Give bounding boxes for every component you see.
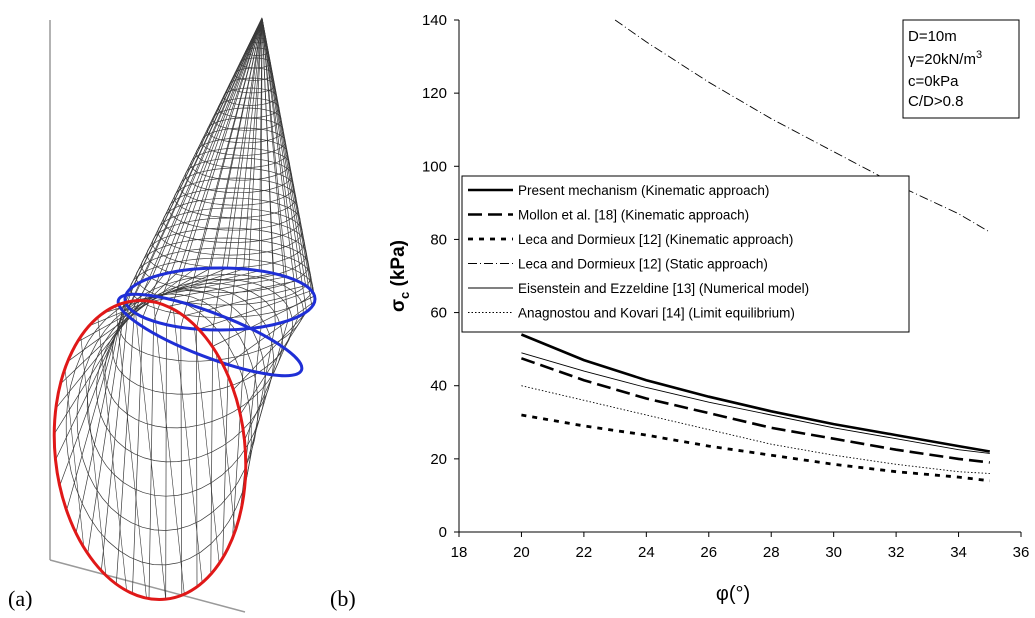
- series-line-5: [521, 352, 990, 454]
- mesh-cone-ring: [239, 57, 271, 69]
- y-axis-label: σc (kPa): [388, 240, 412, 312]
- failure-mechanism-illustration: [49, 17, 317, 613]
- mesh-cone-ring: [217, 97, 280, 119]
- floor-line: [49, 559, 246, 613]
- mesh-face-line: [134, 300, 166, 600]
- x-tick-label: 34: [950, 544, 967, 561]
- mesh-cone-ring: [256, 27, 265, 31]
- parameters-box-frame: [902, 19, 1020, 119]
- mesh-cone-ring: [195, 137, 288, 169]
- series-layer: [520, 19, 991, 483]
- mesh-cone-ring: [146, 227, 307, 281]
- mesh-face-line: [173, 309, 203, 583]
- mesh-cone-ring: [152, 217, 305, 268]
- y-axis-label-unit: (kPa): [388, 240, 409, 292]
- mesh-cone-ring: [179, 167, 295, 206]
- mesh-cone-ring: [245, 47, 269, 56]
- chart-panel: D=10m γ=20kN/m3 c=0kPa C/D>0.8 18 20 22 24 2…: [388, 12, 1029, 605]
- mesh-cone-ring: [212, 107, 282, 131]
- mesh-ring: [76, 293, 259, 531]
- mesh-cone-ring: [228, 77, 276, 94]
- y-tick-label: 40: [430, 378, 447, 395]
- mesh-cone-ring: [190, 147, 290, 181]
- legend-frame: [461, 175, 910, 333]
- y-axis-label-sub: c: [397, 292, 412, 299]
- x-tick-label: 22: [576, 544, 593, 561]
- x-tick-label: 32: [888, 544, 905, 561]
- mesh-ring: [96, 286, 274, 463]
- mesh-face-line: [97, 317, 127, 591]
- parameters-box: D=10m γ=20kN/m3 c=0kPa C/D>0.8: [902, 19, 1020, 119]
- tunnel-face-circle: [52, 298, 248, 602]
- mesh-cone-ring: [206, 117, 284, 144]
- mesh-cone-ring: [184, 157, 293, 194]
- mesh-face-line: [80, 336, 107, 576]
- x-tick-label: 24: [638, 544, 655, 561]
- lower-cross-section-ellipse: [116, 292, 304, 378]
- mesh-face-line: [115, 305, 147, 599]
- series-line-3: [521, 413, 990, 483]
- series-line-6: [521, 385, 990, 474]
- x-axis-label: φ(°): [716, 583, 750, 605]
- mesh-generator-line: [118, 17, 263, 306]
- y-tick-label: 100: [422, 158, 447, 175]
- mesh-cone-ring: [163, 197, 301, 243]
- mesh-cone-ring: [173, 177, 297, 219]
- y-tick-label: 120: [422, 85, 447, 102]
- legend-label-5: Eisenstein and Ezzeldine [13] (Numerical…: [518, 281, 809, 296]
- mesh-cone-ring: [201, 127, 286, 156]
- mesh-face-line: [193, 324, 220, 564]
- mesh-cone-ring: [234, 67, 273, 81]
- series-line-2: [520, 357, 990, 464]
- mesh-ring: [86, 290, 266, 497]
- y-tick-label: 80: [430, 231, 447, 248]
- legend-label-4: Leca and Dormieux [12] (Static approach): [518, 257, 768, 272]
- mesh-face-line: [215, 352, 236, 532]
- mesh-cone-ring: [141, 237, 309, 293]
- mesh-cone-ring: [157, 207, 303, 256]
- wireframe-mesh: [53, 17, 316, 600]
- mesh-ring: [104, 283, 283, 429]
- x-tick-label: 36: [1013, 544, 1030, 561]
- series-line-4: [614, 19, 991, 233]
- x-tick-label: 28: [763, 544, 780, 561]
- legend-label-6: Anagnostou and Kovari [14] (Limit equili…: [518, 306, 795, 321]
- mesh-face-line: [153, 301, 185, 595]
- param-line-2: γ=20kN/m3: [908, 49, 982, 68]
- legend: Present mechanism (Kinematic approach) Mo…: [461, 175, 910, 333]
- param-line-4: C/D>0.8: [908, 93, 963, 110]
- param-line-1: D=10m: [908, 28, 957, 45]
- x-tick-label: 18: [451, 544, 468, 561]
- legend-label-1: Present mechanism (Kinematic approach): [518, 183, 769, 198]
- y-tick-label: 60: [430, 305, 447, 322]
- param-line-2-sup: 3: [976, 49, 982, 61]
- mesh-cone-ring: [223, 87, 278, 106]
- panel-b-tag: (b): [330, 586, 356, 611]
- x-tick-label: 30: [825, 544, 842, 561]
- y-tick-label: 20: [430, 451, 447, 468]
- param-line-2-main: γ=20kN/m: [908, 51, 976, 68]
- upper-cross-section-ellipse: [123, 266, 317, 332]
- y-tick-label: 140: [422, 12, 447, 29]
- mesh-cone-ring: [168, 187, 299, 231]
- mesh-generator-line: [67, 17, 263, 362]
- x-tick-label: 20: [513, 544, 530, 561]
- mesh-cone-ring: [250, 37, 267, 44]
- legend-label-2: Mollon et al. [18] (Kinematic approach): [518, 208, 749, 223]
- series-line-1: [520, 333, 991, 453]
- y-axis-label-main: σ: [388, 299, 409, 312]
- mesh-ring: [65, 297, 252, 566]
- y-tick-label: 0: [439, 524, 447, 541]
- param-line-3: c=0kPa: [908, 73, 959, 90]
- panel-a-tag: (a): [8, 586, 33, 611]
- axis-ticks: 18 20 22 24 26 28 30 32 34 36 0 20 40 60 80 100 120 140: [422, 12, 1029, 561]
- mesh-face-line: [64, 368, 85, 548]
- legend-label-3: Leca and Dormieux [12] (Kinematic approa…: [518, 232, 793, 247]
- x-tick-label: 26: [700, 544, 717, 561]
- mesh-ring: [112, 279, 293, 395]
